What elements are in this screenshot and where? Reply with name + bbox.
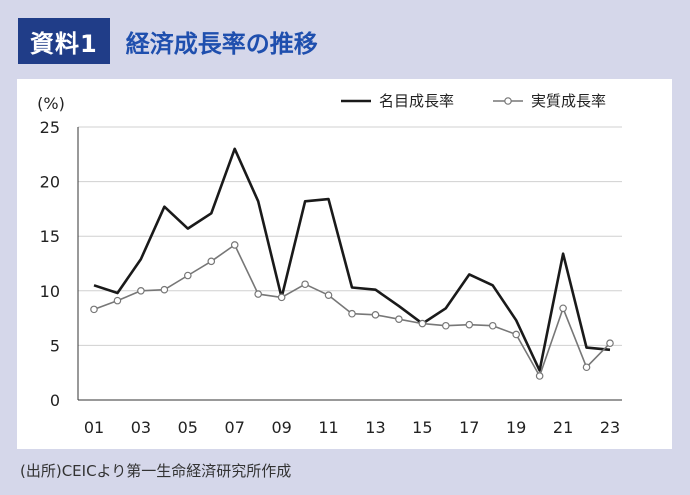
data-point-real	[184, 271, 192, 280]
x-tick-label: 21	[553, 418, 573, 437]
data-point-real	[582, 363, 591, 372]
data-point-real	[442, 321, 450, 330]
data-point-real	[207, 257, 216, 266]
x-tick-label: 13	[365, 418, 385, 437]
x-tick-label: 17	[459, 418, 479, 437]
data-point-real	[230, 241, 239, 249]
data-point-real	[535, 372, 544, 380]
header: 資料1 経済成長率の推移	[18, 18, 318, 64]
x-tick-label: 11	[318, 418, 338, 437]
chart-panel: 0 5 10 15 20 25 (%) 01 03 05 07 09 11 13 15 17 19 21 23 名目…	[17, 79, 672, 449]
data-point-real	[418, 319, 427, 328]
data-point-real	[160, 285, 169, 294]
data-point-real	[465, 320, 474, 329]
data-point-real	[277, 293, 286, 302]
data-point-real	[371, 311, 380, 319]
x-tick-label: 07	[225, 418, 245, 437]
x-tick-label: 19	[506, 418, 526, 437]
data-point-real	[254, 290, 262, 298]
data-point-real	[395, 315, 403, 323]
legend-marker-real	[504, 97, 512, 105]
data-point-real	[559, 304, 567, 313]
data-point-real	[324, 291, 333, 299]
data-point-real	[512, 330, 520, 339]
document-badge: 資料1	[18, 18, 110, 64]
data-point-real	[488, 321, 497, 330]
y-tick-label: 25	[40, 118, 60, 137]
data-point-real	[137, 287, 145, 295]
data-point-real	[301, 280, 309, 289]
x-tick-label: 05	[178, 418, 198, 437]
x-tick-label: 09	[271, 418, 291, 437]
data-point-real	[606, 339, 614, 348]
y-tick-label: 5	[50, 336, 60, 355]
x-tick-label: 03	[131, 418, 151, 437]
y-tick-label: 15	[40, 227, 60, 246]
data-point-real	[90, 305, 98, 314]
y-tick-label: 10	[40, 282, 60, 301]
legend-label-real: 実質成長率	[531, 92, 606, 110]
x-tick-label: 01	[84, 418, 104, 437]
series-line-nominal	[93, 147, 611, 372]
x-tick-label: 15	[412, 418, 432, 437]
legend: 名目成長率 実質成長率	[341, 92, 606, 110]
axes	[77, 127, 622, 401]
series	[90, 147, 614, 380]
y-tick-label: 0	[50, 391, 60, 410]
x-tick-label: 23	[600, 418, 620, 437]
grid-lines	[78, 126, 622, 346]
data-point-real	[113, 296, 122, 305]
y-axis-unit-label: (%)	[37, 94, 65, 113]
y-tick-label: 20	[40, 173, 60, 192]
source-note: (出所)CEICより第一生命経済研究所作成	[20, 462, 292, 480]
data-point-real	[348, 309, 356, 318]
legend-label-nominal: 名目成長率	[379, 92, 454, 110]
chart-title: 経済成長率の推移	[125, 29, 318, 58]
